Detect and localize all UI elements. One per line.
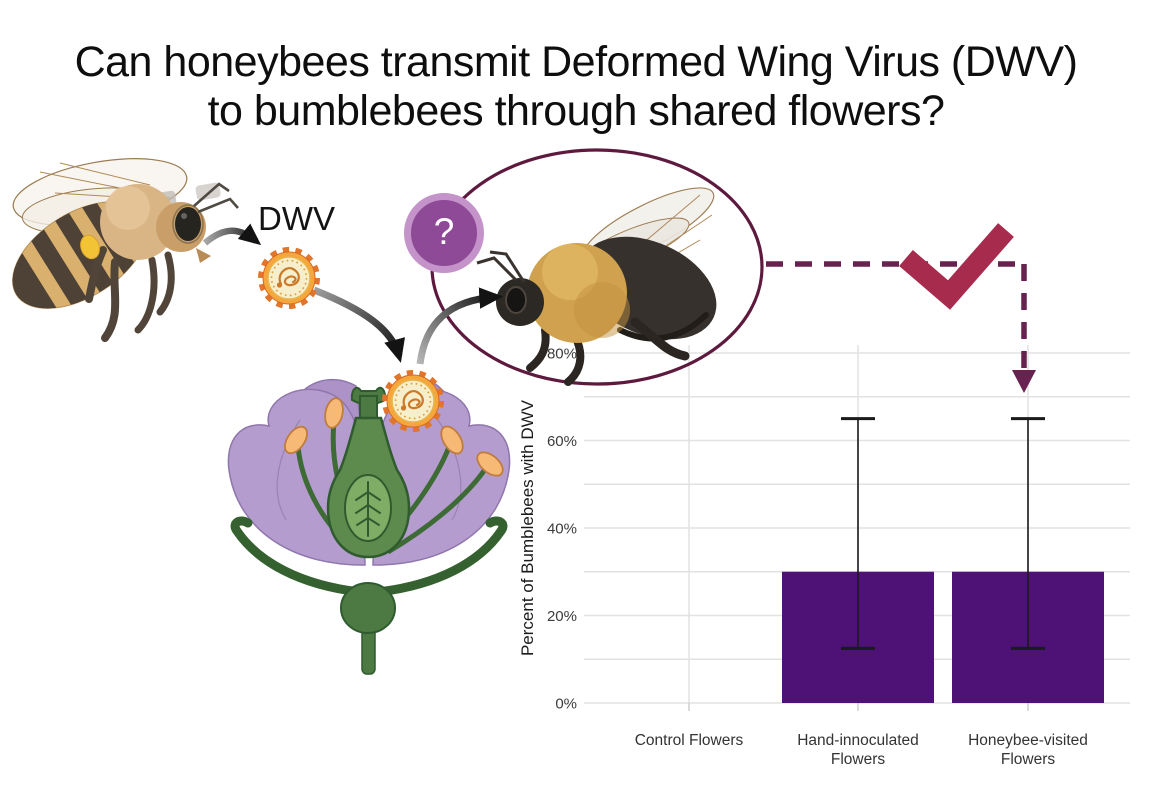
y-axis-title: Percent of Bumblebees with DWV [518, 399, 537, 656]
y-tick-label: 60% [547, 433, 577, 450]
question-mark: ? [433, 210, 455, 252]
checkmark-icon [899, 223, 1014, 310]
x-category-label: Flowers [831, 751, 886, 768]
transmission-arrow-bee-to-virus [202, 223, 262, 246]
y-tick-label: 20% [547, 608, 577, 625]
virus-icon-on-flower [387, 375, 439, 427]
result-connector-arrowhead-icon [1012, 370, 1036, 393]
dwv-label: DWV [258, 200, 335, 237]
question-badge: ? [404, 193, 484, 273]
y-tick-label: 40% [547, 521, 577, 538]
transmission-arrow-flower-to-bumblebee [416, 287, 504, 365]
x-category-label: Flowers [1001, 751, 1056, 768]
bumblebee-illustration [476, 187, 717, 386]
page-title-line1: Can honeybees transmit Deformed Wing Vir… [74, 38, 1078, 86]
honeybee-illustration [0, 158, 239, 342]
page-title-line2: to bumblebees through shared flowers? [207, 87, 945, 135]
x-category-label: Hand-innoculated [797, 732, 919, 749]
x-category-label: Control Flowers [635, 732, 744, 749]
page-title: Can honeybees transmit Deformed Wing Vir… [0, 38, 1152, 136]
virus-icon-dwv [263, 252, 315, 304]
x-category-label: Honeybee-visited [968, 732, 1088, 749]
flower-illustration [227, 375, 511, 675]
y-tick-label: 0% [555, 696, 577, 713]
transmission-arrow-virus-to-flower [312, 286, 405, 363]
y-tick-label: 80% [547, 346, 577, 363]
